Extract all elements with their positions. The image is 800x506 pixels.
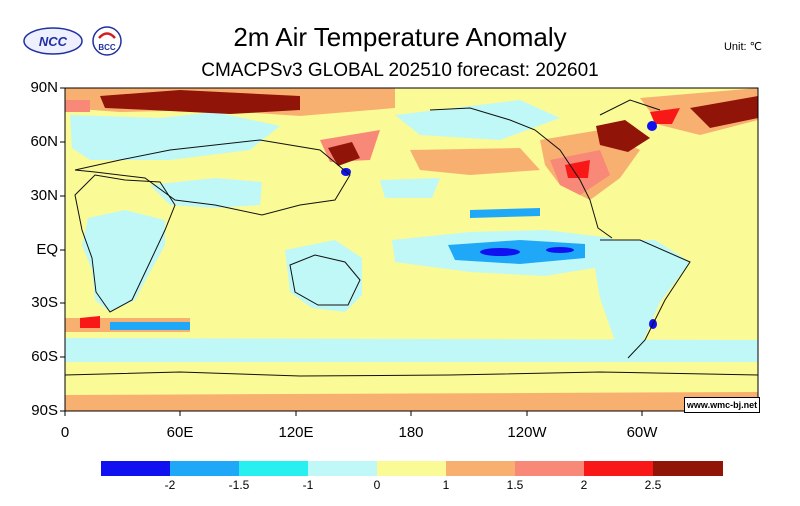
colorbar-label: -1.5 bbox=[228, 478, 250, 492]
unit-label: Unit: ℃ bbox=[723, 41, 762, 53]
lat-label-60s: 60S bbox=[31, 348, 58, 365]
colorbar-label: 1 bbox=[442, 478, 450, 492]
lat-label-90s: 90S bbox=[31, 402, 58, 419]
coastlines bbox=[64, 99, 759, 377]
colorbar-label: 0 bbox=[373, 478, 381, 492]
map-title: 2m Air Temperature Anomaly bbox=[233, 22, 567, 52]
lat-label-60n: 60N bbox=[30, 133, 58, 150]
lat-label-30n: 30N bbox=[30, 187, 58, 204]
svg-text:BCC: BCC bbox=[98, 43, 116, 52]
colorbar-label: 2 bbox=[580, 478, 588, 492]
bcc-logo: BCC bbox=[92, 26, 122, 56]
lon-label-0: 0 bbox=[60, 424, 70, 441]
map-subtitle: CMACPSv3 GLOBAL 202510 forecast: 202601 bbox=[201, 60, 599, 81]
colorbar-swatch bbox=[239, 461, 308, 476]
lon-label-60w: 60W bbox=[626, 424, 658, 441]
lat-label-30s: 30S bbox=[31, 294, 58, 311]
svg-text:NCC: NCC bbox=[39, 34, 68, 49]
colorbar-label: 2.5 bbox=[644, 478, 662, 492]
colorbar-swatch bbox=[377, 461, 446, 476]
colorbar-swatch bbox=[101, 461, 170, 476]
lon-label-120e: 120E bbox=[278, 424, 314, 441]
colorbar-swatch bbox=[515, 461, 584, 476]
colorbar-label: -2 bbox=[164, 478, 176, 492]
colorbar-swatch bbox=[653, 461, 723, 476]
lon-label-60e: 60E bbox=[166, 424, 194, 441]
colorbar-swatch bbox=[446, 461, 515, 476]
ncc-logo: NCC bbox=[23, 27, 83, 55]
lat-label-eq: EQ bbox=[36, 241, 58, 258]
lon-label-180: 180 bbox=[398, 424, 424, 441]
colorbar-swatch bbox=[584, 461, 653, 476]
colorbar-swatch bbox=[308, 461, 377, 476]
credit-label[interactable]: www.wmc-bj.net bbox=[684, 397, 760, 413]
lat-label-90n: 90N bbox=[30, 79, 58, 96]
colorbar-label: -1 bbox=[302, 478, 314, 492]
map-frame bbox=[64, 87, 759, 412]
colorbar-label: 1.5 bbox=[506, 478, 524, 492]
colorbar-swatch bbox=[170, 461, 239, 476]
axis-ticks bbox=[60, 87, 643, 416]
strong-warm-cores bbox=[100, 90, 758, 166]
lon-label-120w: 120W bbox=[507, 424, 547, 441]
colorbar bbox=[101, 461, 723, 476]
